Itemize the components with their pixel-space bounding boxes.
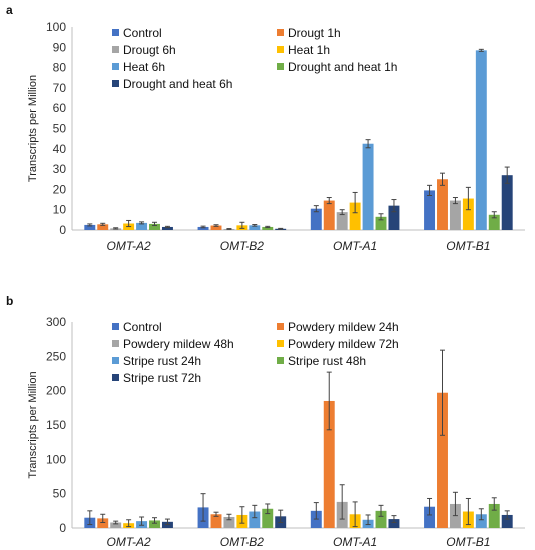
panel-a-legend-swatch [112,63,119,70]
panel-b-bar [223,517,235,528]
panel-b-legend-entry: Control [123,320,162,334]
panel-b-y-tick-label: 250 [46,349,66,363]
panel-a-y-tick-label: 30 [53,162,67,176]
panel-a-bar [161,226,173,230]
panel-a-legend-entry: Heat 6h [123,60,165,74]
panel-b-legend-swatch [112,323,119,330]
panel-a-bar [475,50,487,230]
panel-a-bar [462,198,474,230]
panel-a-bar [97,224,109,230]
panel-a-y-axis-label: Transcripts per Million [27,75,39,182]
panel-a-bar [262,226,274,230]
panel-b-category-label: OMT-A1 [333,535,377,549]
panel-a-y-tick-label: 10 [53,203,67,217]
panel-a-legend-entry: Drought and heat 6h [123,77,232,91]
panel-b-bar [424,506,436,528]
panel-a-bar [336,212,348,230]
panel-b-bar [437,392,448,528]
panel-a-legend-swatch [112,80,119,87]
panel-a-legend-entry: Control [123,26,162,40]
panel-b-bar [149,520,160,528]
panel-a-bar [323,200,335,230]
panel-b-y-tick-label: 150 [46,418,66,432]
panel-a-y-tick-label: 70 [53,81,67,95]
panel-b-legend-swatch [112,340,119,347]
panel-b-legend-entry: Powdery mildew 72h [288,337,399,351]
panel-b-legend-swatch [277,357,284,364]
panel-a-y-tick-label: 100 [46,20,66,34]
panel-b-category-label: OMT-B2 [220,535,265,549]
panel-a-y-tick-label: 0 [59,223,66,237]
panel-b-legend-entry: Stripe rust 48h [288,354,366,368]
panel-b-bar [488,503,500,528]
panel-a-y-tick-label: 20 [53,182,67,196]
panel-b-legend-swatch [277,340,284,347]
panel-b-legend-entry: Stripe rust 24h [123,354,201,368]
panel-b-category-label: OMT-B1 [446,535,490,549]
panel-b-legend-entry: Powdery mildew 48h [123,337,234,351]
panel-a-legend-swatch [277,63,284,70]
panel-b-bar [210,514,222,528]
panel-a-bar [362,143,374,230]
panel-a-bar [149,223,160,230]
panel-a-legend-entry: Drougt 6h [123,43,176,57]
panel-b-y-tick-label: 100 [46,452,66,466]
panel-b-bar [388,519,400,528]
panel-a-legend-swatch [277,29,284,36]
panel-a-bar [488,214,500,230]
panel-a-category-label: OMT-B1 [446,239,490,253]
panel-a-category-label: OMT-B2 [220,239,265,253]
panel-b-y-tick-label: 300 [46,315,66,329]
panel-b-bar [110,522,122,528]
panel-b-bar [262,508,274,528]
panel-b-y-tick-label: 50 [53,487,67,501]
panel-a-category-label: OMT-A2 [107,239,152,253]
panel-a-bar [210,225,222,230]
panel-a-bar [249,225,261,230]
panel-b-bar [501,514,513,528]
panel-a-bar [424,190,436,230]
panel-b-bar [475,514,487,528]
panel-b-y-tick-label: 0 [59,521,66,535]
panel-b-bar [249,511,261,528]
panel-b-label: b [6,294,13,308]
panel-a-label: a [6,3,13,17]
panel-a-category-label: OMT-A1 [333,239,377,253]
panel-a-legend-swatch [112,46,119,53]
panel-a-legend-entry: Heat 1h [288,43,330,57]
panel-a-legend-entry: Drougt 1h [288,26,341,40]
panel-a-legend-swatch [277,46,284,53]
panel-a-bar [388,205,400,230]
panel-b-category-label: OMT-A2 [107,535,152,549]
panel-a-y-tick-label: 50 [53,122,67,136]
panel-b-y-axis-label: Transcripts per Million [27,371,39,478]
panel-a-bar [349,202,361,230]
panel-a-bar [84,224,96,230]
panel-a-bar [437,179,448,230]
panel-a-bar [501,175,513,230]
panel-a-y-tick-label: 60 [53,101,67,115]
panel-b-bar [375,510,387,528]
panel-b-bar [323,400,335,528]
panel-a-bar [375,216,387,230]
panel-a-y-tick-label: 40 [53,142,67,156]
panel-b-legend-entry: Powdery mildew 24h [288,320,399,334]
panel-b-legend-entry: Stripe rust 72h [123,371,201,385]
panel-a-bar [449,200,461,230]
panel-b-y-tick-label: 200 [46,384,66,398]
panel-a-bar [197,226,209,230]
panel-b-legend-swatch [277,323,284,330]
panel-b-legend-swatch [112,374,119,381]
panel-b-bar [97,518,109,528]
panel-a-y-tick-label: 80 [53,61,67,75]
panel-b-legend-swatch [112,357,119,364]
panel-a-legend-entry: Drought and heat 1h [288,60,397,74]
panel-a-y-tick-label: 90 [53,40,67,54]
panel-a-legend-swatch [112,29,119,36]
panel-a-bar [310,208,322,230]
panel-a-bar [136,222,148,230]
